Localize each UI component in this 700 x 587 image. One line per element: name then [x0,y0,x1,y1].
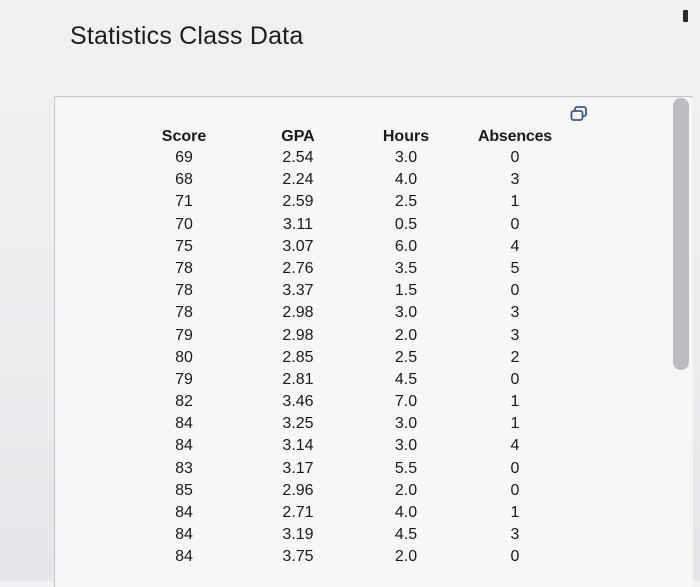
table-cell: 3.19 [282,526,314,544]
table-cell: 2.96 [282,481,314,499]
table-cell: 3.37 [282,282,314,300]
table-cell: 3 [510,304,520,322]
table-cell: 0 [510,481,520,499]
table-cell: 3.07 [282,237,314,255]
table-cell: 5.5 [394,459,418,477]
data-table-panel [54,96,693,587]
table-cell: 1 [510,393,520,411]
table-cell: 2.98 [282,326,314,344]
table-cell: 4 [510,437,520,455]
page-title: Statistics Class Data [70,22,304,50]
table-cell: 3.0 [394,415,418,433]
table-cell: 79 [175,370,193,388]
table-cell: 70 [175,215,193,233]
table-cell: 3.5 [394,259,418,277]
table-cell: 2.5 [394,193,418,211]
table-cell: 80 [175,348,193,366]
table-cell: 69 [175,149,193,166]
table-cell: 7.0 [394,393,418,411]
table-cell: 5 [510,259,520,277]
table-cell: 0 [510,548,520,566]
table-cell: 0 [510,282,520,300]
column-header: GPA [281,128,315,145]
table-cell: 84 [175,504,193,521]
vertical-scrollbar[interactable] [673,98,689,370]
table-cell: 3 [510,326,520,344]
table-cell: 2.5 [394,348,418,366]
table-cell: 2.76 [282,259,314,277]
copy-icon[interactable] [570,106,588,122]
table-cell: 0.5 [394,215,418,233]
table-cell: 82 [175,393,193,411]
minimize-icon[interactable] [683,10,688,22]
table-cell: 68 [175,171,193,189]
table-cell: 3.46 [282,393,314,411]
table-cell: 1 [510,504,520,521]
table-cell: 84 [175,526,193,544]
table-cell: 2.54 [282,149,314,166]
table-cell: 83 [175,459,193,477]
table-cell: 3.0 [394,149,418,166]
table-cell: 3.0 [394,304,418,322]
table-cell: 84 [175,437,193,455]
table-cell: 3 [510,171,520,189]
column-gpa: GPA 2.54 2.24 2.59 3.11 3.07 2.76 3.37 2.98 2.98 2… [272,127,324,569]
table-cell: 4.5 [394,526,418,544]
table-cell: 84 [175,548,193,566]
table-cell: 3.25 [282,415,314,433]
table-cell: 0 [510,370,520,388]
table-cell: 4.0 [394,171,418,189]
table-cell: 2.0 [394,326,418,344]
table-cell: 3 [510,526,520,544]
table-cell: 2 [510,348,520,366]
table-cell: 71 [175,193,193,211]
table-cell: 2.71 [282,504,314,521]
table-cell: 0 [510,149,520,166]
column-score: Score 69 68 71 70 75 78 78 78 79 80 79 82 84 84 83 85 84 8… [154,127,214,569]
table-cell: 1.5 [394,282,418,300]
table-cell: 84 [175,415,193,433]
table-cell: 2.85 [282,348,314,366]
table-cell: 79 [175,326,193,344]
column-header: Absences [478,128,552,145]
table-cell: 75 [175,237,193,255]
table-cell: 4.5 [394,370,418,388]
table-cell: 85 [175,481,193,499]
table-cell: 78 [175,304,193,322]
column-absences: Absences 0 3 1 0 4 5 0 3 3 2 0 1 1 4 0 0 1 3 0 [472,127,558,569]
table-cell: 3.11 [283,215,313,233]
table-cell: 0 [510,215,520,233]
table-cell: 2.24 [282,171,314,189]
table-cell: 1 [510,415,520,433]
table-cell: 2.0 [394,481,418,499]
table-cell: 3.17 [282,459,314,477]
table-cell: 2.98 [282,304,314,322]
column-hours: Hours 3.0 4.0 2.5 0.5 6.0 3.5 1.5 3.0 2.0 2.5 4.5 7.… [378,127,434,569]
table-cell: 2.0 [394,548,418,566]
table-cell: 1 [510,193,520,211]
table-cell: 78 [175,282,193,300]
table-cell: 0 [510,459,520,477]
table-cell: 2.81 [282,370,314,388]
table-cell: 2.59 [282,193,314,211]
column-header: Score [161,128,207,145]
table-cell: 6.0 [394,237,418,255]
table-cell: 3.0 [394,437,418,455]
table-cell: 4.0 [394,504,418,521]
table-cell: 78 [175,259,193,277]
table-cell: 3.75 [282,548,314,566]
table-cell: 4 [510,237,520,255]
column-header: Hours [382,128,430,145]
table-cell: 3.14 [282,437,314,455]
